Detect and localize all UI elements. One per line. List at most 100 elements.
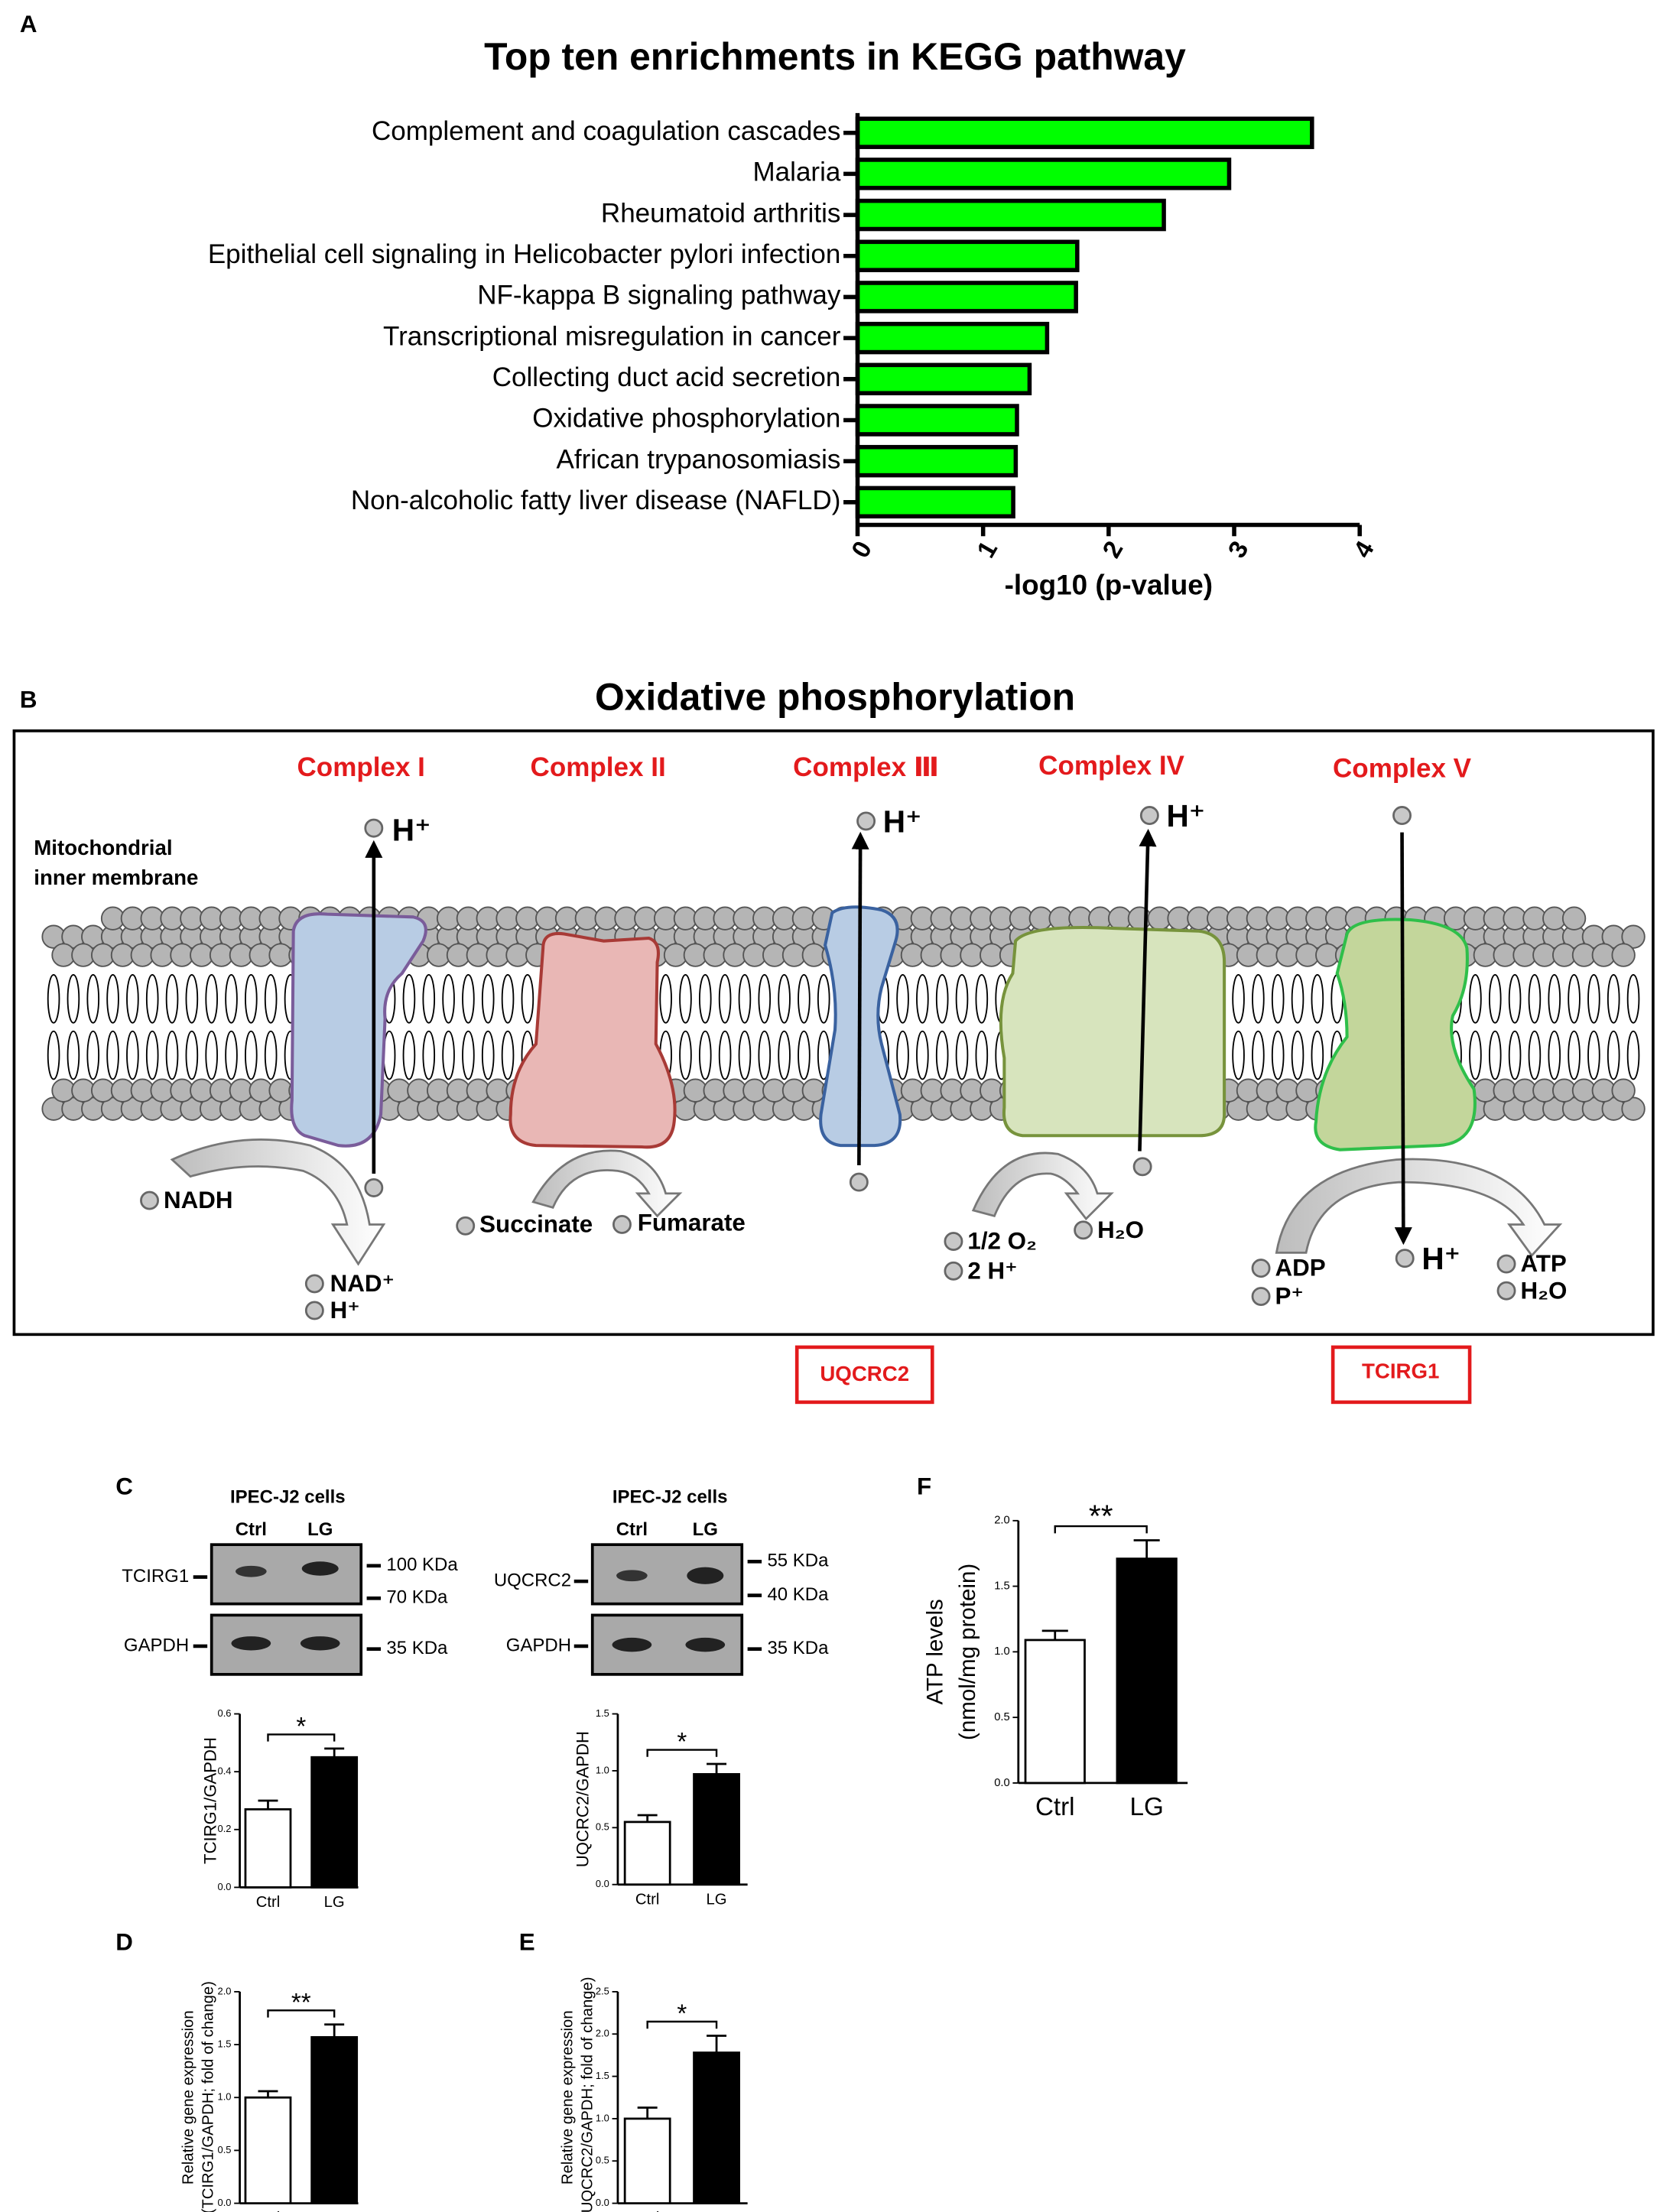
lipid-tail [679, 1030, 692, 1080]
lipid-tail [975, 1030, 989, 1080]
blot: IPEC-J2 cells Ctrl LG TCIRG1 GAPDH 100 K… [122, 1487, 458, 1676]
lipid-tail [1528, 974, 1542, 1024]
molecule-label: ATP [1520, 1250, 1566, 1277]
complex-label: Complex IV [1038, 751, 1184, 781]
x-tick-label: 1 [972, 537, 1003, 563]
y-axis-label: TCIRG1/GAPDH [201, 1737, 220, 1864]
lane-label: LG [693, 1519, 718, 1540]
lipid-tail [462, 1030, 475, 1080]
panel-labels: A B C D E F [20, 11, 931, 1956]
bar [310, 2036, 359, 2204]
dot [856, 811, 876, 831]
proton-label: H⁺ [392, 812, 431, 847]
lipid-tail [1232, 974, 1245, 1024]
x-tick-label: Ctrl [256, 2210, 281, 2212]
lipid-tail [1311, 974, 1324, 1024]
lipid-tail [778, 1030, 791, 1080]
dot [364, 818, 384, 838]
x-tick-label: 3 [1223, 537, 1254, 563]
dot [304, 1274, 324, 1294]
band [687, 1567, 724, 1584]
lipid-head [1621, 1096, 1646, 1121]
membrane-label: inner membrane [34, 866, 198, 889]
lipid-head [1621, 924, 1646, 949]
y-axis-label: (nmol/mg protein) [955, 1564, 980, 1740]
y-tick-label: 1.5 [994, 1580, 1010, 1592]
lipid-tail [698, 1030, 712, 1080]
lipid-tail [126, 1030, 139, 1080]
x-tick-label: LG [324, 2210, 345, 2212]
x-tick-label: Ctrl [635, 1891, 660, 1908]
gene-box [1330, 1345, 1472, 1405]
block-arrow [170, 1138, 386, 1266]
dot [1392, 806, 1412, 825]
lipid-tail [106, 974, 119, 1024]
lipid-tail [718, 1030, 732, 1080]
bar [244, 1808, 292, 1889]
molecule-label: NADH [164, 1187, 233, 1213]
molecule-labels: NADH NAD⁺ H⁺ Succinate Fumarate 1/2 O₂ 2… [164, 1187, 1567, 1324]
lipid-tail [1252, 974, 1265, 1024]
lipid-tail [67, 1030, 80, 1080]
lipid-tail [501, 974, 515, 1024]
significance-bracket [267, 2009, 336, 2018]
y-tick-label: 0.6 [218, 1707, 232, 1719]
lane-label: Ctrl [236, 1519, 267, 1540]
membrane-label: Mitochondrial [34, 836, 172, 859]
y-tick-label: 0.5 [218, 2144, 232, 2155]
x-tick-label: Ctrl [1035, 1793, 1075, 1821]
x-tick-label: LG [707, 1891, 727, 1908]
block-arrow [971, 1151, 1114, 1221]
marker-label: 55 KDa [767, 1551, 829, 1571]
lipid-tail [935, 1030, 949, 1080]
y-tick-label: Non-alcoholic fatty liver disease (NAFLD… [351, 486, 841, 515]
lipid-tail [1548, 1030, 1561, 1080]
lipid-tail [1291, 1030, 1304, 1080]
x-tick-label: LG [1130, 1793, 1164, 1821]
bar [244, 2096, 292, 2204]
significance-bracket [646, 1749, 718, 1757]
lipid-tail [1607, 974, 1620, 1024]
lipid-tail [225, 974, 238, 1024]
y-axis-label: (TCIRG1/GAPDH; fold of change) [200, 1981, 216, 2212]
panel-label: B [20, 686, 37, 713]
protein-label: GAPDH [506, 1635, 571, 1655]
x-tick-label: LG [707, 2210, 727, 2212]
band [300, 1636, 340, 1651]
lipid-tail [1488, 974, 1502, 1024]
dot [140, 1190, 159, 1210]
molecule-label: Succinate [479, 1211, 593, 1238]
y-axis-label: ATP levels [923, 1599, 948, 1704]
molecule-label: NAD⁺ [330, 1270, 395, 1297]
y-tick-label: 1.0 [596, 2112, 609, 2123]
molecule-dots [140, 806, 1516, 1320]
bar [855, 321, 1050, 355]
gene-box [794, 1345, 934, 1405]
complex-label: Complex II [531, 752, 666, 782]
lipid-tail [185, 974, 199, 1024]
y-tick-label: 0.0 [994, 1777, 1010, 1789]
lipid-tail [778, 974, 791, 1024]
molecule-label: Fumarate [638, 1210, 746, 1236]
lipid-tail [1469, 974, 1482, 1024]
lipid-tail [1311, 1030, 1324, 1080]
y-axis-label: UQCRC2/GAPDH [573, 1731, 593, 1867]
reaction-arrows [170, 1138, 1563, 1266]
panel-label: F [917, 1473, 931, 1500]
blot-strip [210, 1543, 363, 1606]
bar [855, 404, 1019, 437]
y-tick-label: 1.0 [994, 1645, 1010, 1658]
lipid-tail [698, 974, 712, 1024]
proton-labels: H⁺ H⁺ H⁺ H⁺ [392, 798, 1460, 1276]
bar [855, 158, 1232, 190]
lipid-tail [1587, 974, 1600, 1024]
x-tick-label: LG [324, 1894, 345, 1911]
band [236, 1565, 267, 1577]
y-axis-label: Relative gene expression [560, 2010, 577, 2184]
blot-title: IPEC-J2 cells [612, 1487, 728, 1508]
lipid-tail [659, 974, 672, 1024]
lipid-tail [1271, 974, 1285, 1024]
band [301, 1561, 339, 1576]
lipid-tail [225, 1030, 238, 1080]
band [231, 1636, 271, 1651]
